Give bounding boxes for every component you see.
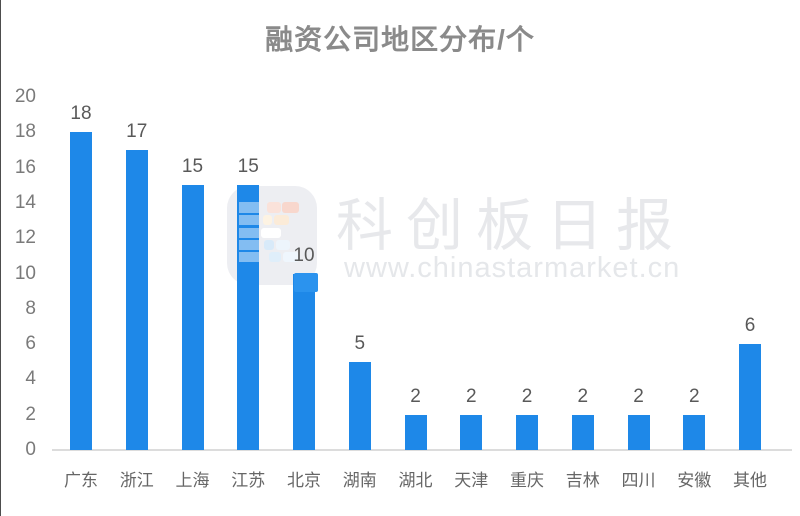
y-tick-label: 2 [25, 403, 36, 425]
bar [571, 414, 594, 450]
bar-value-label: 15 [181, 156, 204, 178]
logo-stripe [239, 240, 259, 250]
logo-stripe [239, 252, 259, 262]
logo-stripe [239, 215, 259, 225]
bar [683, 414, 706, 450]
x-category-label: 四川 [621, 471, 656, 490]
bar [237, 185, 260, 450]
bar [460, 414, 483, 450]
bar-value-label: 2 [633, 385, 644, 407]
y-tick-label: 0 [25, 439, 36, 460]
watermark-url-text: www.chinastarmarket.cn [344, 252, 681, 284]
chart-title: 融资公司地区分布/个 [265, 24, 535, 55]
logo-block [263, 215, 272, 225]
x-category-label: 吉林 [565, 471, 600, 490]
bar-value-label: 17 [126, 120, 148, 142]
y-tick-label: 18 [14, 121, 36, 143]
x-category-label: 湖南 [342, 471, 377, 490]
y-tick-label: 6 [25, 333, 36, 355]
bar [70, 132, 92, 450]
logo-block [276, 240, 290, 250]
logo-stripe [239, 228, 259, 238]
y-tick-label: 12 [14, 227, 36, 249]
x-category-label: 其他 [733, 471, 767, 490]
left-edge-line [0, 0, 1, 516]
logo-block [282, 202, 299, 213]
logo-blue-square [294, 273, 318, 292]
x-category-label: 浙江 [119, 471, 154, 490]
y-tick-label: 20 [14, 86, 36, 107]
bar-value-label: 2 [688, 385, 700, 407]
logo-block [274, 215, 289, 225]
bar-value-label: 5 [354, 332, 366, 354]
bar-value-label: 2 [410, 385, 421, 407]
bar-value-label: 6 [744, 315, 756, 337]
bar-value-label: 2 [577, 385, 589, 407]
bar [181, 185, 204, 450]
logo-block [267, 202, 281, 213]
bar-value-label: 10 [293, 244, 315, 266]
bar [627, 414, 650, 450]
bar-value-label: 2 [521, 385, 533, 407]
y-tick-label: 10 [14, 262, 36, 284]
x-category-label: 广东 [64, 471, 98, 490]
y-tick-label: 4 [25, 368, 36, 390]
logo-stripe [239, 202, 259, 213]
y-tick-label: 8 [25, 297, 36, 319]
logo-block [261, 228, 281, 238]
bar-value-label: 15 [237, 156, 259, 178]
x-category-label: 天津 [454, 471, 489, 490]
logo-block [264, 240, 274, 250]
bar-value-label: 18 [70, 103, 92, 125]
x-category-label: 安徽 [677, 471, 712, 490]
bar-value-label: 2 [465, 385, 477, 407]
x-category-label: 北京 [287, 471, 321, 490]
bar [125, 149, 148, 450]
x-category-label: 湖北 [398, 471, 433, 490]
y-tick-label: 16 [14, 156, 36, 178]
x-category-label: 江苏 [231, 471, 266, 490]
bar [404, 414, 427, 450]
logo-block [283, 252, 299, 262]
bar [348, 361, 371, 450]
logo-block [269, 252, 281, 262]
bar [293, 273, 315, 450]
x-category-label: 上海 [175, 471, 210, 490]
x-category-label: 重庆 [510, 471, 544, 490]
watermark-brand-text: 科创板日报 [336, 193, 686, 259]
bar [739, 344, 761, 450]
bar [516, 414, 538, 450]
x-axis-line [52, 449, 792, 451]
y-tick-label: 14 [14, 191, 36, 213]
